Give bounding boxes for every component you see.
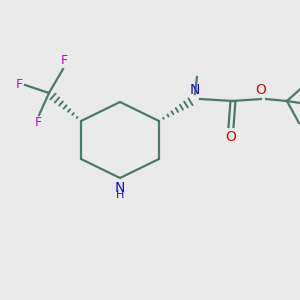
Text: O: O <box>256 83 266 97</box>
Text: F: F <box>16 79 23 92</box>
Text: F: F <box>61 54 68 67</box>
Text: O: O <box>226 130 236 144</box>
Text: N: N <box>115 181 125 195</box>
Text: N: N <box>190 83 200 97</box>
Text: H: H <box>116 190 124 200</box>
Text: F: F <box>34 116 42 129</box>
